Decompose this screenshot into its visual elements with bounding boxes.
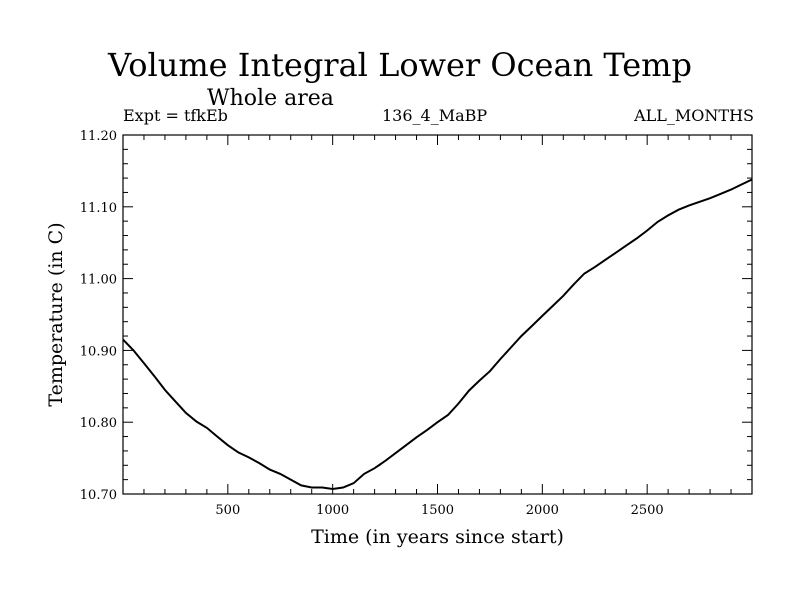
run-label: 136_4_MaBP [382, 106, 488, 125]
chart-title: Volume Integral Lower Ocean Temp [108, 46, 692, 84]
y-tick-label: 10.90 [80, 344, 117, 359]
x-axis: 500 1000 1500 2000 2500 [143, 135, 732, 518]
chart-subtitle: Whole area [207, 86, 334, 111]
y-tick-label: 10.80 [80, 416, 117, 431]
y-tick-label: 11.00 [80, 273, 117, 288]
plot-frame [122, 134, 753, 495]
y-axis: 10.70 10.80 10.90 11.00 11.10 11.20 [80, 129, 752, 503]
x-tick-label: 2500 [631, 503, 664, 518]
x-tick-label: 1500 [421, 503, 454, 518]
experiment-label: Expt = tfkEb [123, 106, 228, 125]
x-axis-label: Time (in years since start) [311, 526, 564, 548]
x-tick-label: 500 [215, 503, 240, 518]
x-tick-label: 1000 [316, 503, 349, 518]
y-tick-label: 10.70 [80, 488, 117, 503]
months-label: ALL_MONTHS [634, 106, 754, 125]
y-axis-label: Temperature (in C) [45, 222, 67, 406]
x-tick-label: 2000 [526, 503, 559, 518]
y-tick-label: 11.10 [80, 201, 117, 216]
y-tick-label: 11.20 [80, 129, 117, 144]
temperature-series-line [122, 178, 753, 491]
